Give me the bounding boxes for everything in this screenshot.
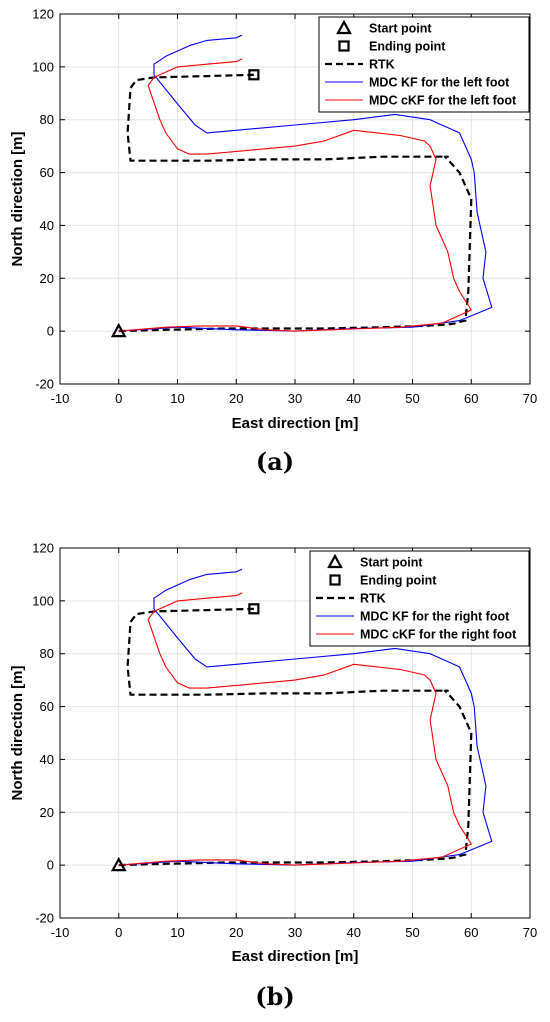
panel-caption: (a) [256,447,294,476]
x-tick-label: 20 [229,391,243,406]
y-tick-label: 60 [40,699,54,714]
legend-entry-label: RTK [360,592,386,606]
x-tick-label: 10 [170,925,184,940]
y-tick-label: 20 [40,805,54,820]
x-tick-label: 40 [347,391,361,406]
y-tick-label: 0 [47,324,54,339]
x-tick-label: -10 [51,391,70,406]
x-tick-label: 50 [405,391,419,406]
x-tick-label: 70 [523,925,537,940]
x-tick-label: 20 [229,925,243,940]
x-tick-label: 0 [115,391,122,406]
start-point-marker [110,856,127,872]
x-tick-label: 50 [405,925,419,940]
x-tick-label: -10 [51,925,70,940]
legend-start-point-icon [327,553,343,569]
ending-point-marker [248,603,260,615]
chart-panel-a: -10 0 10 20 30 40 50 60 70 -20 0 20 40 60 80 100 120 East… [9,7,537,477]
legend-entry-label: Start point [369,22,432,36]
legend-entry-label: MDC cKF for the left foot [369,94,517,108]
y-tick-label: 120 [32,541,54,556]
start-point-marker [110,322,127,338]
y-tick-label: 20 [40,271,54,286]
x-tick-label: 30 [288,925,302,940]
y-tick-label: 40 [40,218,54,233]
y-tick-label: 80 [40,646,54,661]
x-tick-label: 30 [288,391,302,406]
legend-start-point-icon [336,19,352,35]
legend-entry-label: Ending point [369,40,446,54]
series-line-ckf [118,592,472,866]
series-line-rtk [118,73,473,333]
y-axis-label: North direction [m] [9,132,26,267]
y-tick-label: 40 [40,752,54,767]
y-tick-label: -20 [35,377,54,392]
x-tick-label: 60 [464,391,478,406]
x-tick-label: 60 [464,925,478,940]
legend-entry-label: Start point [360,556,423,570]
legend-ending-point-icon [338,40,350,52]
y-tick-label: 100 [32,593,54,608]
y-tick-label: 80 [40,112,54,127]
chart-panel-b: -10 0 10 20 30 40 50 60 70 -20 0 20 40 60 80 100 120 East… [9,541,537,1012]
series-line-rtk [118,607,473,867]
y-tick-label: 0 [47,858,54,873]
legend-entry-label: MDC KF for the right foot [360,610,510,624]
y-axis-label: North direction [m] [9,666,26,801]
x-tick-label: 0 [115,925,122,940]
y-tick-label: 100 [32,59,54,74]
legend-box [309,550,530,647]
x-axis-label: East direction [m] [232,948,359,965]
legend-entry-label: MDC cKF for the right foot [360,628,517,642]
x-axis-label: East direction [m] [232,415,359,432]
x-tick-label: 10 [170,391,184,406]
y-tick-label: 120 [32,7,54,22]
y-tick-label: 60 [40,165,54,180]
legend-entry-label: Ending point [360,574,437,588]
panel-caption: (b) [255,982,295,1011]
legend-ending-point-icon [329,574,341,586]
x-tick-label: 40 [347,925,361,940]
legend-entry-label: RTK [369,58,395,72]
x-tick-label: 70 [523,391,537,406]
series-line-ckf [118,58,472,332]
legend-entry-label: MDC KF for the left foot [369,76,510,90]
ending-point-marker [248,69,260,81]
y-tick-label: -20 [35,911,54,926]
